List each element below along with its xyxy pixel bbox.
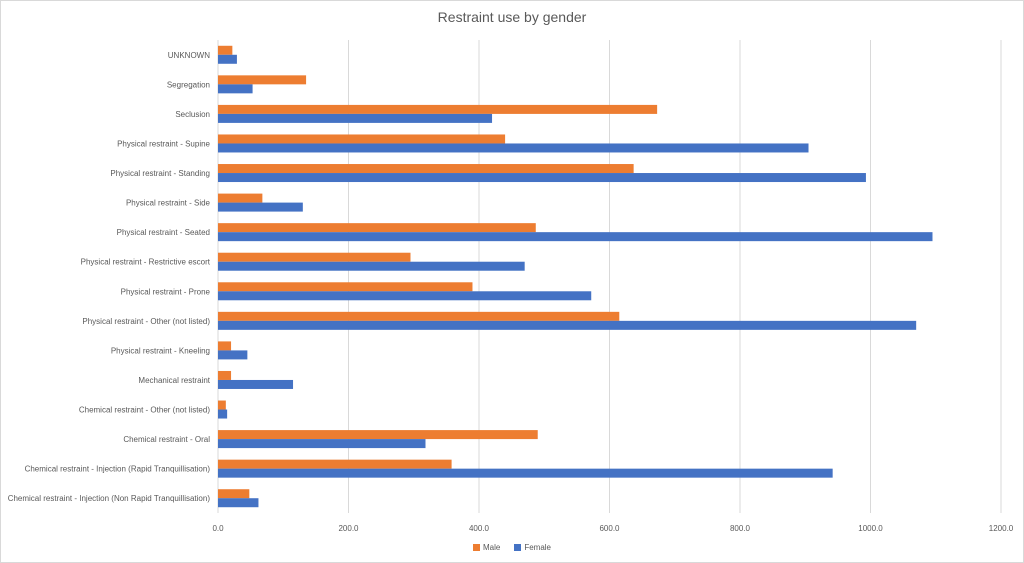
- bar-male: [218, 193, 263, 203]
- x-tick-label: 1000.0: [858, 524, 883, 533]
- bar-female: [218, 291, 592, 301]
- category-label: Physical restraint - Restrictive escort: [81, 258, 211, 267]
- category-label: Chemical restraint - Other (not listed): [79, 406, 210, 415]
- legend-item-female: Female: [514, 543, 551, 552]
- bar-female: [218, 439, 426, 449]
- category-label: Physical restraint - Side: [126, 199, 211, 208]
- category-label: Physical restraint - Kneeling: [111, 346, 210, 355]
- legend: Male Female: [0, 543, 1024, 552]
- category-label: Physical restraint - Prone: [121, 287, 211, 296]
- x-tick-label: 200.0: [338, 524, 359, 533]
- bar-male: [218, 282, 473, 292]
- bar-female: [218, 143, 809, 153]
- legend-swatch: [472, 544, 480, 551]
- chart-title: Restraint use by gender: [437, 9, 587, 25]
- bar-female: [218, 350, 248, 360]
- bar-male: [218, 134, 506, 144]
- bar-female: [218, 409, 228, 419]
- bar-male: [218, 430, 538, 440]
- x-tick-label: 800.0: [730, 524, 751, 533]
- legend-swatch: [514, 544, 522, 551]
- legend-label: Female: [524, 543, 552, 552]
- category-label: Physical restraint - Standing: [110, 169, 210, 178]
- bar-female: [218, 498, 259, 508]
- category-label: Chemical restraint - Oral: [123, 435, 210, 444]
- category-label: Segregation: [167, 80, 210, 89]
- x-tick-label: 600.0: [599, 524, 620, 533]
- bar-female: [218, 320, 917, 330]
- bar-female: [218, 379, 294, 389]
- bar-female: [218, 232, 933, 242]
- bar-female: [218, 84, 253, 94]
- x-tick-label: 400.0: [469, 524, 490, 533]
- x-tick-label: 1200.0: [989, 524, 1014, 533]
- bar-female: [218, 468, 833, 478]
- x-tick-label: 0.0: [212, 524, 224, 533]
- bar-male: [218, 341, 232, 351]
- x-tick-labels: 0.0 200.0 400.0 600.0 800.0 1000.0 1200.0: [212, 524, 1013, 533]
- bar-male: [218, 45, 233, 55]
- category-labels: UNKNOWN Segregation Seclusion Physical rest…: [8, 51, 211, 503]
- bar-male: [218, 459, 452, 469]
- bar-female: [218, 202, 303, 212]
- bar-male: [218, 400, 226, 410]
- category-label: Chemical restraint - Injection (Rapid Tr…: [25, 465, 211, 474]
- bar-male: [218, 223, 536, 233]
- category-label: Chemical restraint - Injection (Non Rapi…: [8, 494, 211, 503]
- bar-male: [218, 489, 250, 499]
- bar-male: [218, 311, 620, 321]
- category-label: Physical restraint - Supine: [117, 139, 210, 148]
- bar-female: [218, 54, 237, 64]
- bar-male: [218, 104, 658, 114]
- category-label: Seclusion: [175, 110, 210, 119]
- category-label: UNKNOWN: [168, 51, 210, 60]
- category-label: Physical restraint - Seated: [117, 228, 210, 237]
- bar-male: [218, 164, 634, 174]
- bar-male: [218, 370, 232, 380]
- category-label: Mechanical restraint: [138, 376, 210, 385]
- bars: [218, 45, 933, 508]
- legend-item-male: Male: [472, 543, 501, 552]
- bar-female: [218, 173, 866, 183]
- bar-female: [218, 261, 525, 271]
- category-label: Physical restraint - Other (not listed): [82, 317, 210, 326]
- bar-male: [218, 252, 411, 262]
- bar-male: [218, 75, 307, 85]
- bar-female: [218, 113, 493, 123]
- legend-label: Male: [482, 543, 501, 552]
